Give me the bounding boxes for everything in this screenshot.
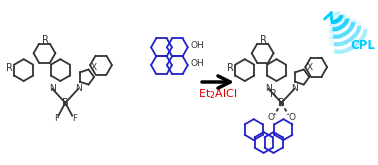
Text: B: B	[62, 98, 69, 108]
Text: OH: OH	[190, 41, 204, 50]
Text: Et$_2$AlCl: Et$_2$AlCl	[198, 87, 238, 101]
Text: F: F	[54, 114, 59, 123]
Text: N: N	[265, 84, 272, 93]
Text: X: X	[307, 63, 313, 72]
Text: O: O	[289, 113, 296, 122]
Text: X: X	[91, 63, 97, 72]
Text: R: R	[42, 35, 49, 45]
Text: N: N	[75, 84, 82, 93]
Text: N: N	[49, 84, 56, 93]
Text: OH: OH	[190, 59, 204, 68]
Text: R: R	[6, 63, 13, 73]
Text: R: R	[270, 89, 277, 99]
Text: O: O	[267, 113, 274, 122]
Text: F: F	[72, 114, 77, 123]
Text: N: N	[291, 84, 298, 93]
Text: B: B	[278, 98, 285, 108]
Text: R: R	[228, 63, 234, 73]
Text: CPL: CPL	[350, 39, 375, 52]
Text: R: R	[260, 35, 267, 45]
